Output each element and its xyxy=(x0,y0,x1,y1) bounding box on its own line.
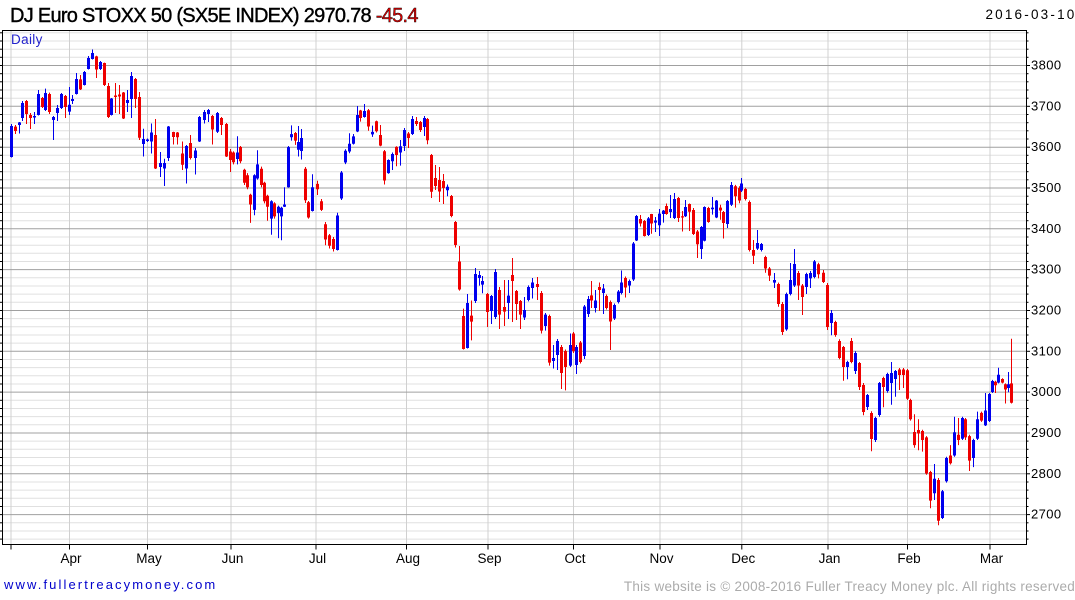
svg-text:Dec: Dec xyxy=(731,551,755,566)
svg-text:Daily: Daily xyxy=(11,32,43,47)
svg-text:Jan: Jan xyxy=(819,551,841,566)
svg-text:3700: 3700 xyxy=(1031,98,1062,113)
svg-text:2900: 2900 xyxy=(1031,425,1062,440)
svg-text:3100: 3100 xyxy=(1031,343,1062,358)
svg-text:2700: 2700 xyxy=(1031,507,1062,522)
svg-text:Sep: Sep xyxy=(477,551,501,566)
svg-text:Feb: Feb xyxy=(897,551,920,566)
svg-text:Jun: Jun xyxy=(222,551,244,566)
svg-text:Mar: Mar xyxy=(980,551,1004,566)
svg-text:Aug: Aug xyxy=(396,551,420,566)
svg-text:Jul: Jul xyxy=(309,551,326,566)
svg-text:May: May xyxy=(136,551,162,566)
svg-text:3500: 3500 xyxy=(1031,180,1062,195)
svg-text:3400: 3400 xyxy=(1031,221,1062,236)
svg-text:3800: 3800 xyxy=(1031,58,1062,73)
svg-text:3000: 3000 xyxy=(1031,384,1062,399)
svg-text:Apr: Apr xyxy=(60,551,82,566)
svg-text:Nov: Nov xyxy=(649,551,673,566)
svg-text:3600: 3600 xyxy=(1031,139,1062,154)
svg-text:2800: 2800 xyxy=(1031,466,1062,481)
svg-text:3200: 3200 xyxy=(1031,303,1062,318)
svg-text:3300: 3300 xyxy=(1031,262,1062,277)
svg-text:Oct: Oct xyxy=(564,551,585,566)
